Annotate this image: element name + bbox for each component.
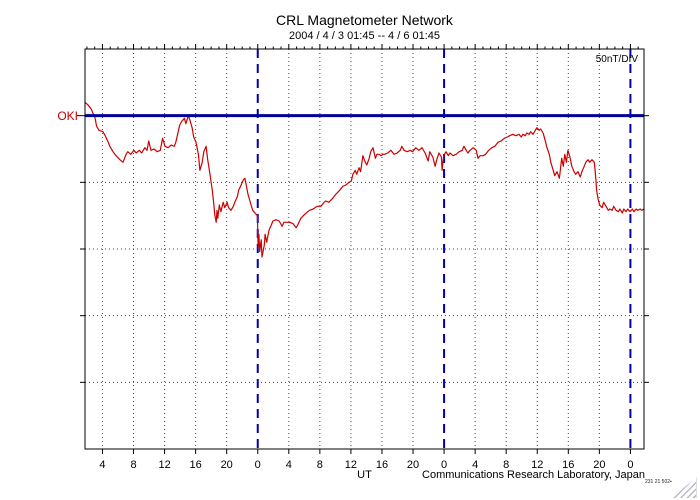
x-axis-tick-label: 12 [158,459,170,471]
x-axis-tick-label: 16 [376,459,388,471]
x-axis-tick-label: 20 [593,459,605,471]
fine-print-stamp: 231 21 502▪ [645,479,672,485]
oki-trace [84,101,645,258]
x-axis-tick-label: 4 [286,459,292,471]
x-axis-tick-label: 16 [562,459,574,471]
x-axis-tick-label: 20 [407,459,419,471]
x-axis-tick-label: 0 [255,459,261,471]
x-axis-tick-label: 8 [503,459,509,471]
station-label-oki: OKI [57,109,78,123]
x-axis-tick-label: 12 [531,459,543,471]
x-axis-tick-label: 8 [317,459,323,471]
x-axis-tick-label: 12 [345,459,357,471]
x-axis-tick-label: 0 [441,459,447,471]
x-axis-tick-label: 4 [99,459,105,471]
scale-per-division-label: 50nT/DIV [595,54,638,65]
x-axis-tick-label: 8 [130,459,136,471]
x-axis-tick-label: 4 [472,459,478,471]
x-axis-tick-label: 16 [190,459,202,471]
x-axis-tick-label: 20 [221,459,233,471]
x-axis-unit-label: UT [357,469,372,481]
date-range-subtitle: 2004 / 4 / 3 01:45 -- 4 / 6 01:45 [288,30,441,42]
plot-frame [84,48,645,450]
credit-line: Communications Research Laboratory, Japa… [422,469,645,481]
page-title: CRL Magnetometer Network [276,12,453,28]
x-axis-tick-label: 0 [627,459,633,471]
